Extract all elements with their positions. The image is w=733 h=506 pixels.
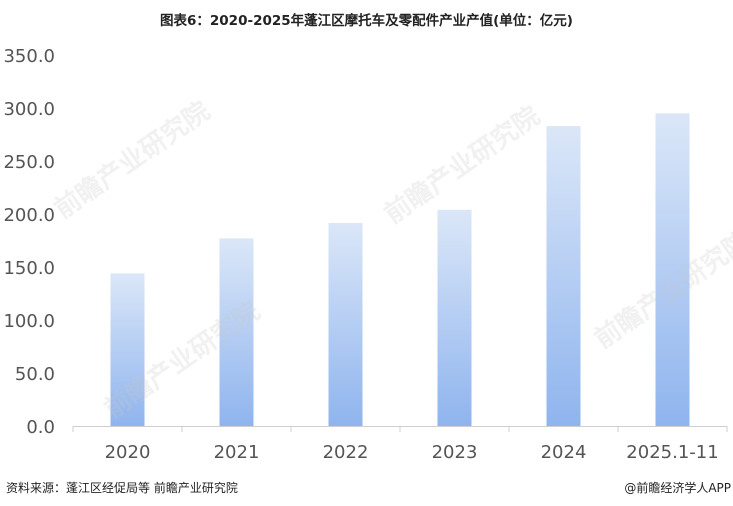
x-tick-label: 2022 xyxy=(323,442,369,463)
x-tick-label: 2023 xyxy=(432,442,478,463)
bar-chart: 0.0 50.0 100.0 150.0 200.0 250.0 300.0 350.0 20… xyxy=(3,46,728,463)
y-tick-label: 350.0 xyxy=(3,46,55,67)
bar-2021 xyxy=(219,238,254,426)
x-tick-label: 2021 xyxy=(214,442,260,463)
y-tick-label: 150.0 xyxy=(3,258,55,279)
y-tick-label: 300.0 xyxy=(3,99,55,120)
y-tick-label: 200.0 xyxy=(3,205,55,226)
credit: @前瞻经济学人APP xyxy=(624,481,731,495)
source-note: 资料来源：蓬江区经促局等 前瞻产业研究院 xyxy=(6,481,238,495)
bar-2020 xyxy=(110,273,145,426)
y-tick-label: 100.0 xyxy=(3,311,55,332)
y-tick-label: 0.0 xyxy=(26,417,55,438)
bar-2022 xyxy=(328,223,363,426)
bar-2023 xyxy=(437,209,472,426)
bar-2025.1-11 xyxy=(655,113,690,427)
x-tick-label: 2025.1-11 xyxy=(626,442,718,463)
x-tick-label: 2020 xyxy=(105,442,151,463)
y-tick-label: 250.0 xyxy=(3,152,55,173)
chart-title: 图表6：2020-2025年蓬江区摩托车及零配件产业产值(单位：亿元) xyxy=(160,13,573,29)
x-tick-label: 2024 xyxy=(541,442,587,463)
bar-2024 xyxy=(546,126,581,427)
y-tick-label: 50.0 xyxy=(15,364,55,385)
